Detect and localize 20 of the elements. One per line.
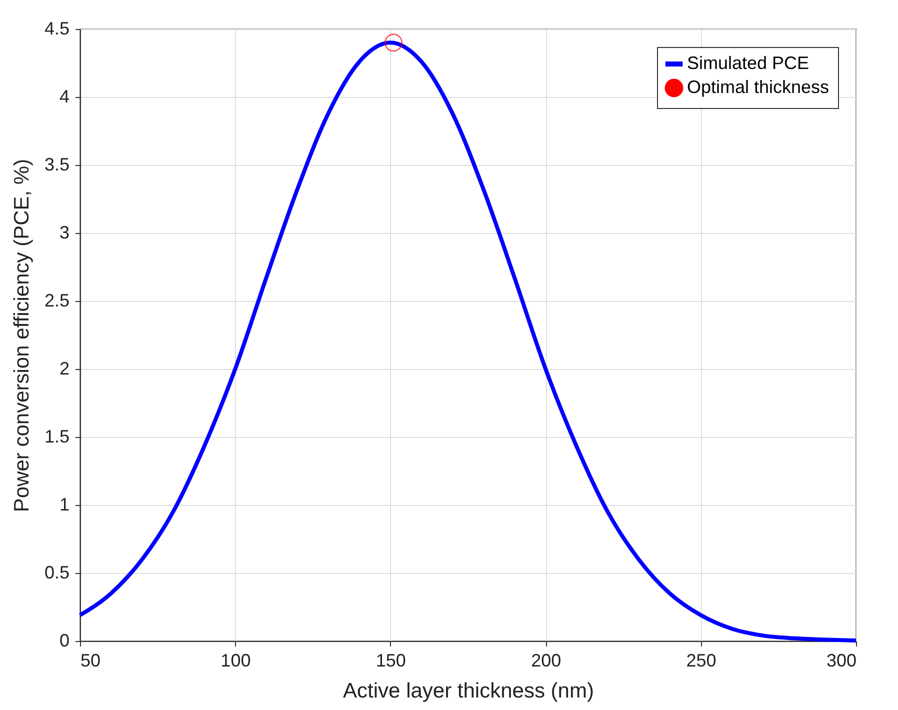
y-tick-label: 0 [59, 630, 70, 650]
x-tick-label: 50 [80, 650, 101, 670]
y-tick-label: 3.5 [44, 154, 70, 174]
y-axis-title: Power conversion efficiency (PCE, %) [10, 158, 34, 512]
x-tick-label: 250 [686, 650, 716, 670]
x-tick-label: 300 [826, 650, 856, 670]
y-tick-label: 0.5 [44, 562, 70, 582]
y-tick-label: 1.5 [44, 426, 70, 446]
x-tick-label: 100 [220, 650, 251, 670]
y-tick-label: 4.5 [44, 18, 70, 38]
y-tick-label: 2.5 [44, 290, 70, 310]
x-axis-title: Active layer thickness (nm) [343, 680, 594, 702]
legend-label: Optimal thickness [687, 77, 830, 97]
y-tick-label: 3 [59, 222, 70, 242]
x-tick-label: 200 [531, 650, 562, 670]
x-tick-label: 150 [376, 650, 406, 670]
legend-label: Simulated PCE [687, 53, 810, 73]
y-tick-label: 4 [59, 86, 70, 106]
y-tick-label: 1 [59, 494, 70, 514]
y-tick-label: 2 [59, 358, 70, 378]
